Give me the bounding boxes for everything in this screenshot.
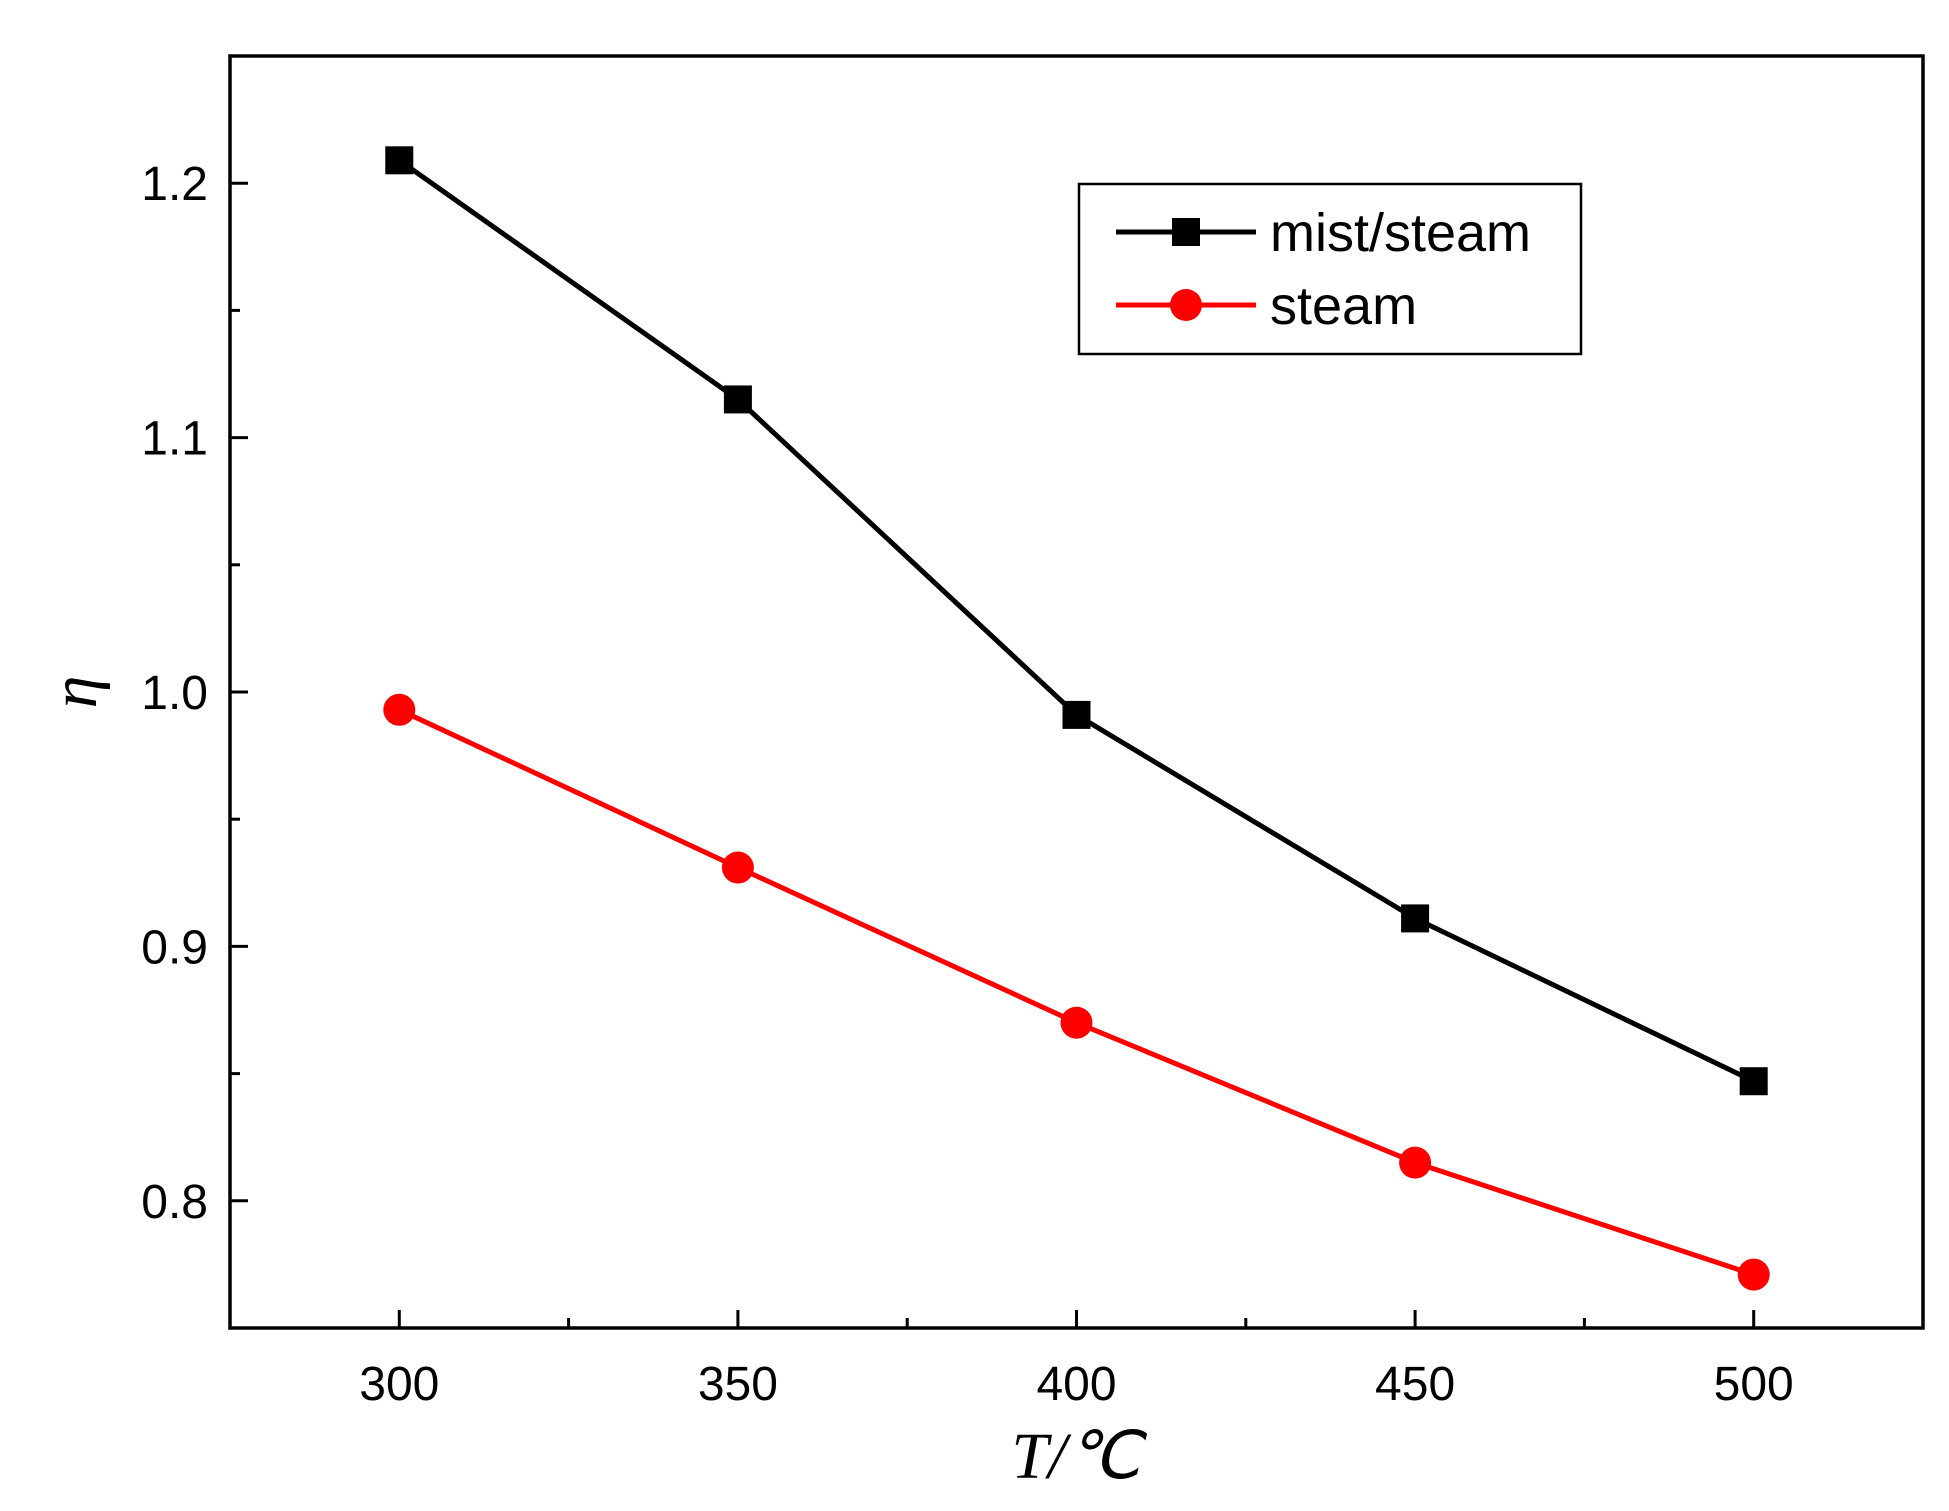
x-tick-label: 400 (1036, 1358, 1116, 1411)
plot-frame (228, 54, 1925, 1330)
series-1 (383, 693, 1770, 1291)
data-point (1401, 904, 1430, 933)
series-0 (385, 146, 1768, 1096)
y-tick-label: 0.8 (141, 1176, 208, 1229)
data-point (385, 146, 414, 175)
x-tick-label: 300 (359, 1358, 439, 1411)
x-axis-title: T/℃ (1011, 1420, 1147, 1493)
series-line (398, 707, 1755, 1277)
data-point (1739, 1067, 1768, 1096)
y-major-ticks (230, 181, 248, 1203)
x-tick-labels: 300 350 400 450 500 (359, 1358, 1793, 1411)
data-point (723, 385, 752, 414)
series-layer (383, 146, 1770, 1291)
x-tick-label: 450 (1375, 1358, 1455, 1411)
x-tick-label: 500 (1714, 1358, 1794, 1411)
y-tick-label: 1.2 (141, 158, 208, 211)
y-tick-label: 0.9 (141, 921, 208, 974)
legend-box (1077, 182, 1583, 356)
x-tick-label: 350 (698, 1358, 778, 1411)
legend-label-mist-steam: mist/steam (1270, 203, 1531, 263)
data-point (1399, 1146, 1432, 1179)
data-point (721, 851, 754, 884)
y-axis-title: η (38, 676, 111, 709)
y-tick-label: 1.1 (141, 413, 208, 466)
data-point (1062, 700, 1091, 729)
y-tick-labels: 0.8 0.9 1.0 1.1 1.2 (141, 158, 208, 1229)
data-point (383, 693, 416, 726)
legend: mist/steam steam (1077, 182, 1583, 356)
x-major-ticks (397, 1310, 1756, 1328)
legend-marker-steam (1170, 289, 1202, 321)
legend-label-steam: steam (1270, 276, 1417, 336)
data-point (1737, 1258, 1770, 1291)
y-tick-label: 1.0 (141, 667, 208, 720)
data-point (1060, 1006, 1093, 1039)
legend-marker-mist-steam (1172, 218, 1200, 246)
